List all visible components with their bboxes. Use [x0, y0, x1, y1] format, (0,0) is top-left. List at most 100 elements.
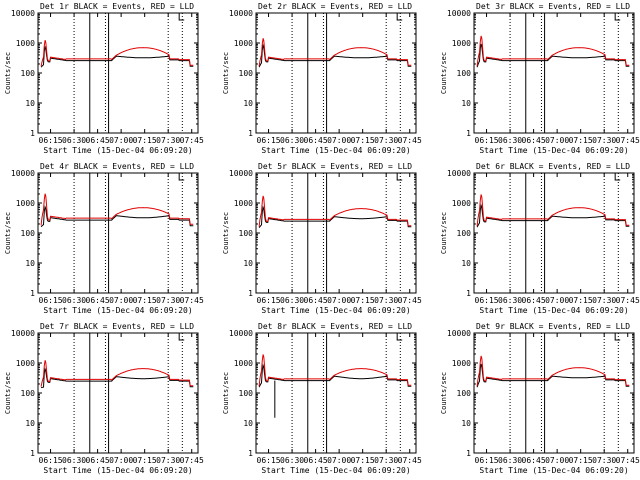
x-tick-label: 07:15: [351, 296, 375, 305]
x-tick-label: 07:30: [374, 136, 398, 145]
x-tick-label: 07:00: [109, 136, 133, 145]
x-tick-label: 06:45: [86, 136, 110, 145]
panel-det-4r: Det 4r BLACK = Events, RED = LLD 1 10 100 10…: [4, 162, 204, 315]
x-tick-label: 07:45: [398, 456, 422, 465]
y-tick-label: 1: [466, 449, 471, 458]
x-tick-label: 07:00: [545, 456, 569, 465]
lld-series-line: [40, 360, 194, 387]
x-tick-label: 07:30: [156, 456, 180, 465]
x-tick-label: 06:30: [498, 456, 522, 465]
x-tick-label: 07:45: [398, 136, 422, 145]
x-tick-label: 07:45: [398, 296, 422, 305]
y-tick-label: 1000: [16, 39, 35, 48]
corner-flag: [396, 173, 403, 181]
y-tick-label: 100: [21, 69, 36, 78]
x-tick-label: 07:15: [351, 136, 375, 145]
x-tick-label: 07:00: [327, 296, 351, 305]
y-tick-label: 1: [30, 129, 35, 138]
y-tick-label: 1000: [234, 359, 253, 368]
x-tick-label: 07:30: [592, 136, 616, 145]
x-tick-label: 07:30: [156, 136, 180, 145]
y-tick-label: 1: [466, 129, 471, 138]
lld-series-line: [40, 40, 194, 67]
plot-frame: [37, 172, 199, 294]
lld-series-line: [476, 194, 630, 227]
panel-title: Det 7r BLACK = Events, RED = LLD: [40, 322, 194, 331]
x-tick-label: 06:15: [257, 296, 281, 305]
plot-frame: [473, 332, 635, 454]
x-tick-label: 07:30: [592, 296, 616, 305]
x-tick-label: 07:15: [133, 136, 157, 145]
x-tick-label: 07:30: [374, 456, 398, 465]
lld-series-line: [258, 38, 412, 67]
corner-flag: [178, 173, 185, 181]
plot-frame: [37, 332, 199, 454]
y-tick-label: 100: [457, 229, 472, 238]
x-tick-label: 06:45: [86, 296, 110, 305]
corner-flag: [614, 13, 621, 21]
x-tick-label: 07:00: [109, 296, 133, 305]
y-tick-label: 100: [457, 389, 472, 398]
x-tick-label: 06:30: [62, 296, 86, 305]
corner-flag: [396, 13, 403, 21]
panel-title: Det 5r BLACK = Events, RED = LLD: [258, 162, 412, 171]
y-tick-label: 1000: [452, 199, 471, 208]
lld-series-line: [476, 35, 630, 67]
x-tick-label: 07:00: [327, 136, 351, 145]
x-tick-label: 06:15: [475, 456, 499, 465]
x-tick-label: 06:45: [86, 456, 110, 465]
y-tick-label: 10: [243, 419, 253, 428]
x-tick-label: 06:45: [304, 136, 328, 145]
y-tick-label: 10: [461, 99, 471, 108]
x-tick-label: 07:45: [616, 296, 640, 305]
y-tick-label: 1: [466, 289, 471, 298]
y-tick-label: 10000: [447, 9, 471, 18]
y-axis-label: Counts/sec: [4, 212, 12, 254]
x-tick-label: 07:45: [180, 136, 204, 145]
x-tick-label: 06:15: [475, 296, 499, 305]
y-tick-label: 100: [239, 389, 254, 398]
panel-det-2r: Det 2r BLACK = Events, RED = LLD 1 10 100 10…: [222, 2, 422, 155]
events-series-line: [40, 45, 194, 68]
lld-series-line: [476, 355, 630, 387]
panel-det-8r: Det 8r BLACK = Events, RED = LLD 1 10 100 10…: [222, 322, 422, 475]
y-tick-label: 10000: [447, 169, 471, 178]
x-tick-label: 06:30: [498, 296, 522, 305]
x-axis-label: Start Time (15-Dec-04 06:09:20): [261, 146, 410, 155]
x-tick-label: 07:00: [545, 296, 569, 305]
x-axis-label: Start Time (15-Dec-04 06:09:20): [43, 146, 192, 155]
events-series-line: [40, 205, 194, 228]
y-axis-label: Counts/sec: [222, 372, 230, 414]
events-series-line: [476, 43, 630, 68]
x-tick-label: 06:45: [522, 456, 546, 465]
panel-title: Det 3r BLACK = Events, RED = LLD: [476, 2, 630, 11]
x-tick-label: 07:00: [545, 136, 569, 145]
panel-title: Det 8r BLACK = Events, RED = LLD: [258, 322, 412, 331]
x-tick-label: 06:15: [475, 136, 499, 145]
lld-series-line: [40, 193, 194, 226]
y-tick-label: 10000: [11, 9, 35, 18]
x-tick-label: 07:15: [569, 296, 593, 305]
x-tick-label: 06:45: [304, 296, 328, 305]
y-tick-label: 100: [21, 389, 36, 398]
y-tick-label: 1000: [452, 359, 471, 368]
y-tick-label: 10000: [11, 169, 35, 178]
y-tick-label: 1: [248, 129, 253, 138]
x-tick-label: 06:45: [522, 136, 546, 145]
y-axis-label: Counts/sec: [440, 212, 448, 254]
x-tick-label: 06:45: [522, 296, 546, 305]
y-tick-label: 10000: [229, 169, 253, 178]
x-tick-label: 07:15: [569, 136, 593, 145]
y-axis-label: Counts/sec: [440, 372, 448, 414]
y-tick-label: 10: [25, 259, 35, 268]
y-tick-label: 1000: [16, 359, 35, 368]
panel-title: Det 4r BLACK = Events, RED = LLD: [40, 162, 194, 171]
events-series-line: [258, 363, 412, 388]
panel-det-6r: Det 6r BLACK = Events, RED = LLD 1 10 100 10…: [440, 162, 640, 315]
x-tick-label: 06:15: [39, 136, 63, 145]
panel-det-7r: Det 7r BLACK = Events, RED = LLD 1 10 100 10…: [4, 322, 204, 475]
panel-det-5r: Det 5r BLACK = Events, RED = LLD 1 10 100 10…: [222, 162, 422, 315]
corner-flag: [614, 173, 621, 181]
events-series-line: [476, 363, 630, 388]
y-tick-label: 100: [239, 229, 254, 238]
